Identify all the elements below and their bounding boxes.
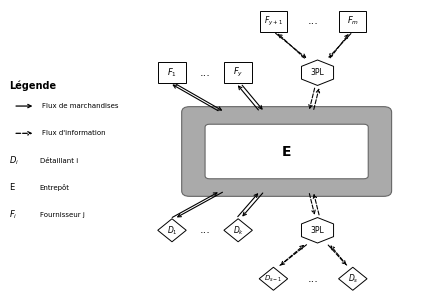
- Text: $D_s$: $D_s$: [348, 272, 358, 285]
- Text: $D_k$: $D_k$: [232, 224, 244, 237]
- Polygon shape: [339, 267, 367, 290]
- Text: E: E: [282, 145, 292, 158]
- FancyBboxPatch shape: [205, 124, 368, 179]
- Bar: [224, 62, 252, 83]
- Text: Fournisseur j: Fournisseur j: [40, 212, 85, 218]
- Text: 3PL: 3PL: [310, 68, 325, 77]
- Text: $F_{y+1}$: $F_{y+1}$: [264, 15, 283, 28]
- Polygon shape: [302, 218, 333, 243]
- Polygon shape: [259, 267, 288, 290]
- Text: $F_1$: $F_1$: [167, 66, 177, 79]
- Bar: [158, 62, 186, 83]
- Text: ...: ...: [200, 225, 210, 235]
- Text: ...: ...: [308, 16, 318, 26]
- Text: $F_m$: $F_m$: [347, 15, 359, 28]
- Text: Légende: Légende: [9, 80, 56, 91]
- Text: $F_y$: $F_y$: [233, 66, 243, 79]
- Text: E: E: [9, 183, 14, 192]
- Text: Flux d'information: Flux d'information: [42, 130, 105, 136]
- Text: Détaillant i: Détaillant i: [40, 158, 78, 164]
- Text: ...: ...: [200, 68, 210, 78]
- Text: ...: ...: [308, 274, 318, 284]
- Polygon shape: [158, 219, 186, 242]
- Text: 3PL: 3PL: [310, 226, 325, 235]
- Text: $D_i$: $D_i$: [9, 154, 19, 167]
- Text: $D_1$: $D_1$: [167, 224, 177, 237]
- FancyBboxPatch shape: [182, 107, 392, 196]
- Text: Entrepôt: Entrepôt: [40, 184, 70, 191]
- Bar: [339, 11, 366, 32]
- Polygon shape: [302, 60, 333, 85]
- Bar: [260, 11, 287, 32]
- Polygon shape: [224, 219, 252, 242]
- Text: $F_i$: $F_i$: [9, 209, 17, 221]
- Text: $D_{s-1}$: $D_{s-1}$: [264, 274, 283, 284]
- Text: Flux de marchandises: Flux de marchandises: [42, 103, 118, 109]
